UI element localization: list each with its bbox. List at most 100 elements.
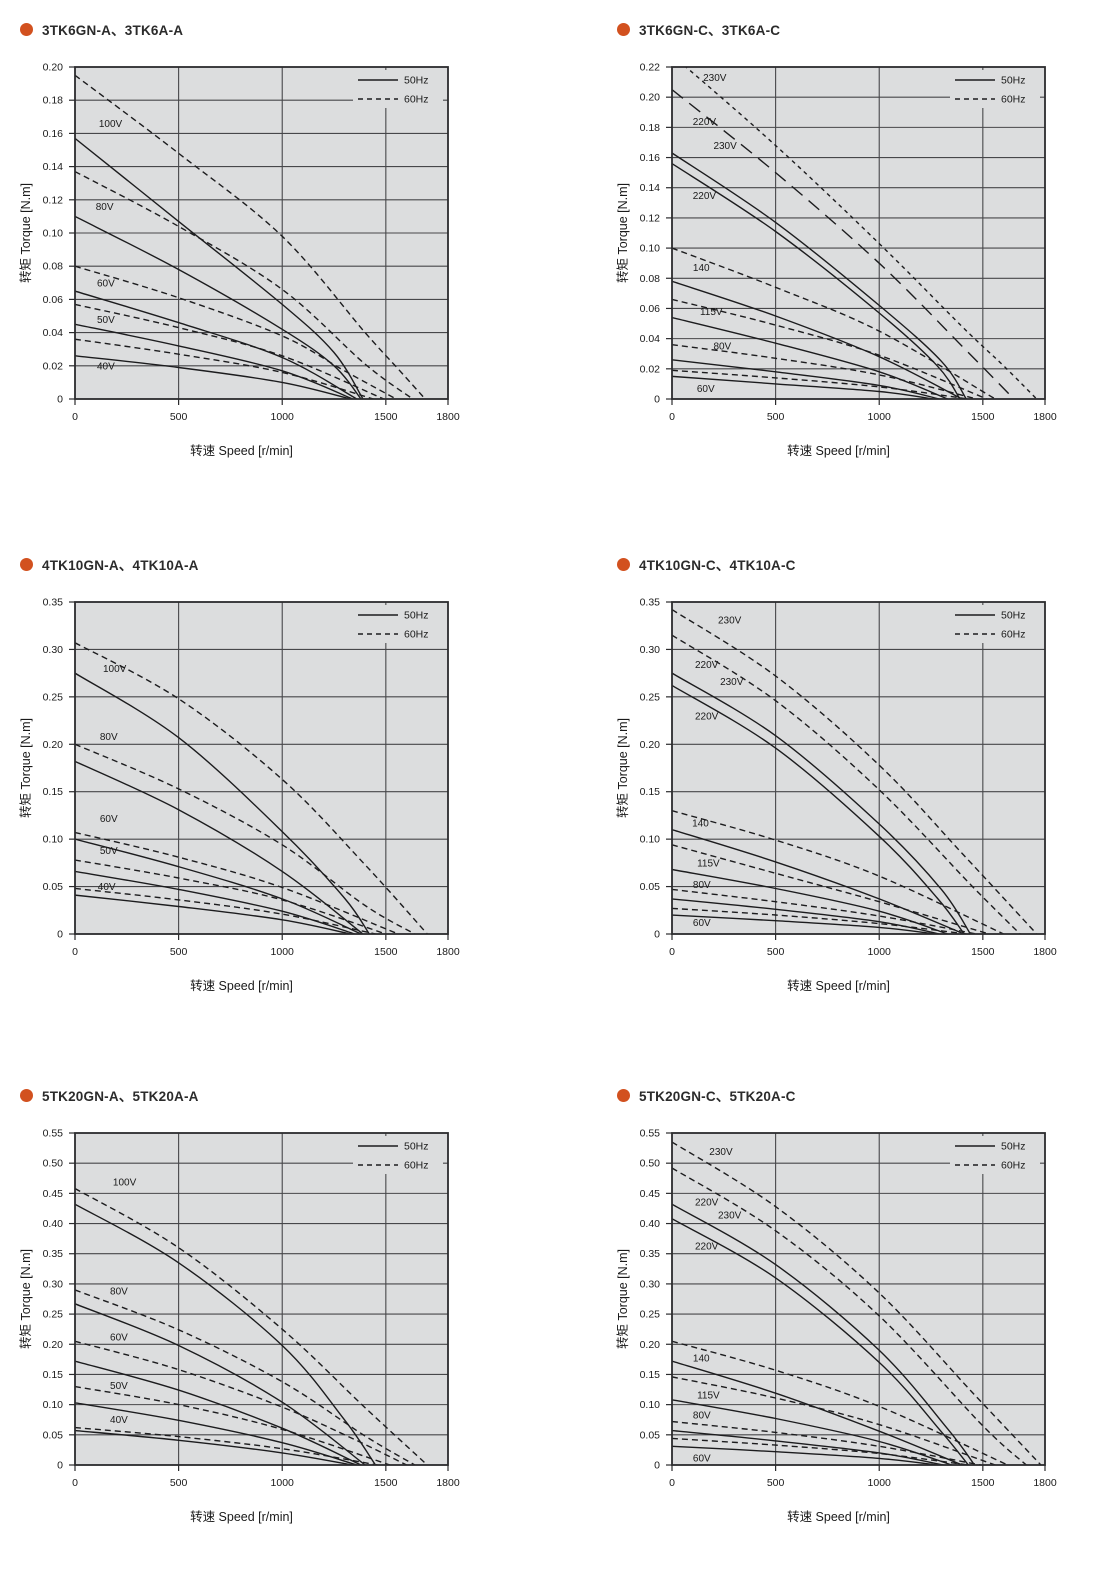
y-tick-label: 0.18 (640, 122, 661, 134)
curve-230v-50hz (672, 672, 971, 934)
curve-80v-50hz (75, 215, 362, 399)
chart-svg-2: 50Hz 60Hz 100V 80V 60V 50V 40V 0 0.05 0.10 0.15 0.2… (18, 597, 460, 994)
curve-80v-60hz (75, 170, 414, 399)
plot-border (671, 601, 1046, 935)
tick-labels: 0 0.05 0.10 0.15 0.20 0.25 0.30 0.35 0 500 1000 150… (43, 597, 460, 959)
y-tick-label: 0.06 (43, 294, 64, 306)
curve-label: 115V (700, 307, 723, 318)
chart-title-text: 5TK20GN-C、5TK20A-C (639, 1089, 796, 1104)
curve-40v-60hz (75, 887, 376, 934)
y-tick-label: 0.05 (43, 1429, 64, 1441)
curve-label: 230V (718, 616, 742, 627)
curve-label: 80V (693, 880, 711, 891)
x-axis-title: 转速 Speed [r/min] (787, 978, 890, 993)
y-tick-label: 0.02 (640, 363, 661, 375)
legend-label: 60Hz (1001, 1160, 1026, 1172)
curve-115v-50hz (672, 1399, 953, 1465)
x-tick-label: 1800 (436, 411, 460, 423)
x-tick-label: 0 (669, 411, 675, 423)
curve-60v-60hz (75, 1340, 407, 1465)
curve-40v-50hz (75, 355, 351, 399)
y-tick-label: 0.02 (43, 360, 64, 372)
curve-label: 60V (100, 814, 118, 825)
x-tick-label: 500 (767, 411, 785, 423)
curve-label: 140 (693, 263, 710, 274)
y-tick-label: 0.45 (640, 1188, 661, 1200)
y-tick-label: 0.10 (43, 1399, 64, 1411)
y-tick-label: 0.18 (43, 95, 64, 107)
y-tick-label: 0.40 (43, 1218, 64, 1230)
curve-115v-60hz (672, 844, 990, 934)
curve-label: 115V (697, 858, 720, 869)
curve-220v-60hz (672, 89, 1015, 399)
y-axis-title: 转矩 Torque [N.m] (615, 718, 630, 818)
curve-230v-60hz (684, 67, 1038, 399)
gridlines (75, 1133, 448, 1465)
y-tick-label: 0.30 (43, 644, 64, 656)
x-tick-label: 1500 (374, 1477, 398, 1489)
curve-label: 140 (693, 1354, 710, 1365)
ticks (666, 1132, 1046, 1471)
y-tick-label: 0 (654, 394, 660, 406)
chart-svg-5: 50Hz 60Hz 230V 220V 230V 220V 140 115V 80V 60V 0 0.… (615, 1128, 1057, 1525)
legend-bg (353, 1136, 443, 1174)
ticks (69, 1132, 449, 1471)
curve-label: 50V (110, 1381, 128, 1392)
legend-label: 50Hz (404, 610, 429, 622)
curve-100v-60hz (75, 74, 426, 399)
chart-block-5: 5TK20GN-C、5TK20A-C 50Hz 60Hz 230V 220V 230V 2… (597, 1084, 1120, 1594)
y-tick-label: 0.05 (640, 1429, 661, 1441)
x-tick-label: 1000 (271, 946, 295, 958)
curve-230v-50hz (672, 152, 967, 399)
tick-labels: 0 0.05 0.10 0.15 0.20 0.25 0.30 0.35 0.40 0.45 0.5… (640, 1128, 1057, 1490)
ticks (666, 66, 1046, 405)
chart-svg-4: 50Hz 60Hz 100V 80V 60V 50V 40V 0 0.05 0.10 0.15 0.2… (18, 1128, 460, 1525)
curve-labels: 100V 80V 60V 50V 40V (98, 664, 127, 893)
curve-220v-50hz (672, 684, 965, 934)
y-axis-title: 转矩 Torque [N.m] (18, 1249, 33, 1349)
gridlines (672, 602, 1045, 934)
curve-60v-60hz (672, 1437, 969, 1465)
curves (75, 74, 426, 399)
y-axis-title: 转矩 Torque [N.m] (18, 183, 33, 283)
curve-80v-60hz (75, 1289, 416, 1465)
y-tick-label: 0.06 (640, 303, 661, 315)
curve-60v-60hz (672, 369, 969, 399)
curve-60v-60hz (75, 831, 399, 934)
chart-title-text: 3TK6GN-C、3TK6A-C (639, 23, 781, 38)
curve-140-50hz (672, 828, 965, 934)
curve-80v-50hz (75, 760, 364, 934)
y-tick-label: 0.22 (640, 62, 661, 74)
x-tick-label: 500 (170, 411, 188, 423)
curve-label: 230V (709, 1147, 733, 1158)
y-tick-label: 0.10 (640, 243, 661, 255)
plot-area (672, 1133, 1045, 1465)
curves (75, 642, 428, 934)
chart-title-3: 4TK10GN-C、4TK10A-C (617, 553, 796, 575)
curve-label: 40V (98, 882, 116, 893)
chart-title-2: 4TK10GN-A、4TK10A-A (20, 553, 199, 575)
legend: 50Hz 60Hz (353, 605, 443, 643)
curve-50v-60hz (75, 1385, 391, 1465)
curve-label: 80V (110, 1287, 128, 1298)
curve-label: 100V (113, 1177, 137, 1188)
curve-80v-60hz (75, 743, 416, 934)
x-tick-label: 0 (72, 1477, 78, 1489)
x-axis-title: 转速 Speed [r/min] (190, 978, 293, 993)
legend-label: 60Hz (404, 629, 429, 641)
curve-60v-60hz (75, 265, 397, 399)
bullet-icon (20, 22, 33, 36)
ticks (666, 601, 1046, 940)
y-tick-label: 0.14 (640, 182, 661, 194)
y-tick-label: 0.05 (43, 881, 64, 893)
curve-60v-50hz (672, 375, 934, 399)
y-tick-label: 0.15 (640, 1369, 661, 1381)
y-tick-label: 0.08 (43, 261, 64, 273)
legend: 50Hz 60Hz (950, 1136, 1040, 1174)
curve-140-50hz (672, 1360, 963, 1465)
y-tick-label: 0.30 (43, 1278, 64, 1290)
legend-label: 50Hz (1001, 1141, 1026, 1153)
y-tick-label: 0.05 (640, 881, 661, 893)
x-tick-label: 500 (767, 1477, 785, 1489)
curve-label: 100V (99, 119, 123, 130)
